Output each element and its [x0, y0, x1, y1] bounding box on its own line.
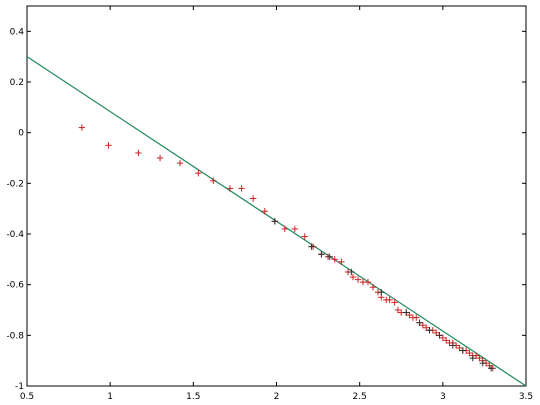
- data-point: [318, 251, 325, 258]
- data-point: [469, 354, 476, 362]
- data-point: [105, 142, 112, 149]
- data-point: [261, 208, 269, 215]
- data-point: [281, 225, 289, 233]
- data-point: [449, 342, 457, 349]
- data-point: [378, 289, 385, 296]
- data-point: [426, 327, 433, 334]
- data-point: [78, 124, 86, 131]
- data-point: [413, 314, 420, 321]
- x-tick-label: 3: [440, 392, 446, 402]
- plot-area: [26, 5, 527, 387]
- data-point: [466, 349, 473, 357]
- data-point: [442, 337, 450, 344]
- data-point: [416, 319, 423, 326]
- data-point: [476, 354, 483, 362]
- x-tick-label: 1.5: [186, 392, 200, 402]
- y-tick-label: -0.8: [6, 331, 24, 341]
- x-tick-label: 3.5: [519, 392, 533, 402]
- data-point: [226, 185, 234, 192]
- x-tick-label: 2.5: [353, 392, 367, 402]
- data-point: [156, 154, 164, 162]
- data-point: [238, 185, 245, 192]
- x-tick-label: 2: [274, 392, 280, 402]
- data-point: [271, 218, 279, 225]
- data-point: [369, 284, 377, 291]
- data-point: [394, 306, 402, 314]
- data-point: [364, 278, 372, 286]
- data-point: [386, 296, 393, 304]
- data-point: [459, 347, 466, 354]
- data-point: [176, 159, 184, 167]
- data-point: [391, 299, 398, 306]
- data-point: [338, 258, 345, 266]
- data-point: [419, 322, 427, 329]
- marker-layer: [78, 124, 496, 372]
- data-point: [423, 324, 430, 331]
- tick-layer: 0.5 1 1.5 2 2.5 3 3.5 -1 -0.8 -0.6 -0.4 -0.2 0 0.2 0.4: [6, 6, 533, 402]
- data-point: [456, 344, 463, 352]
- y-tick-label: -0.6: [6, 281, 24, 291]
- data-point: [436, 332, 443, 339]
- y-tick-label: -0.4: [6, 230, 24, 240]
- y-tick-label: 0: [18, 129, 24, 139]
- data-point: [301, 233, 308, 240]
- data-point: [195, 170, 202, 177]
- data-point: [331, 256, 338, 263]
- data-point: [406, 311, 413, 319]
- data-point: [135, 149, 142, 157]
- data-point: [349, 273, 357, 281]
- data-point: [472, 352, 480, 359]
- data-point: [432, 329, 440, 336]
- y-tick-label: 0.4: [10, 27, 25, 37]
- data-point: [354, 276, 362, 283]
- y-tick-label: 0.2: [10, 78, 24, 88]
- data-point: [348, 268, 355, 276]
- data-point: [291, 225, 298, 233]
- data-point: [403, 309, 410, 316]
- y-tick-label: -1: [15, 382, 24, 392]
- data-point: [308, 243, 315, 250]
- x-tick-label: 1: [107, 392, 113, 402]
- data-point: [479, 360, 486, 367]
- data-point: [210, 177, 217, 184]
- data-point: [250, 195, 257, 202]
- data-point: [326, 253, 333, 260]
- x-tick-label: 0.5: [20, 392, 34, 402]
- data-point: [439, 334, 447, 342]
- y-tick-label: -0.2: [6, 179, 24, 189]
- data-point: [487, 365, 495, 372]
